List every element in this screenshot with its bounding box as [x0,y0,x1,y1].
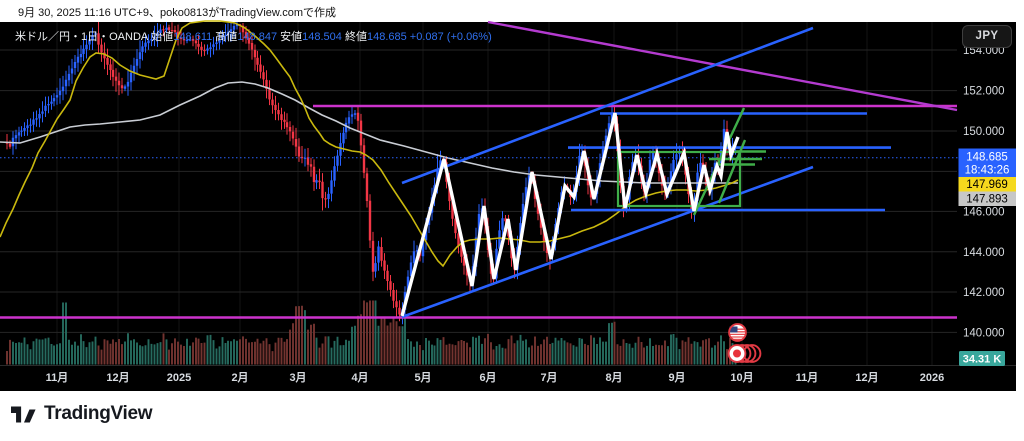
svg-text:7月: 7月 [540,371,557,384]
svg-text:2月: 2月 [231,371,248,384]
svg-text:34.31 K: 34.31 K [963,354,1002,366]
svg-text:11月: 11月 [796,371,819,384]
svg-text:2025: 2025 [167,372,191,384]
svg-text:147.893: 147.893 [966,194,1008,206]
svg-text:154.000: 154.000 [963,45,1005,57]
svg-text:8月: 8月 [605,371,622,384]
svg-text:148.685: 148.685 [966,152,1008,164]
svg-text:5月: 5月 [414,371,431,384]
svg-text:2026: 2026 [920,372,944,384]
svg-text:3月: 3月 [289,371,306,384]
svg-text:144.000: 144.000 [963,247,1005,259]
svg-text:10月: 10月 [730,371,753,384]
svg-text:140.000: 140.000 [963,327,1005,339]
svg-text:12月: 12月 [855,371,878,384]
svg-text:150.000: 150.000 [963,126,1005,138]
svg-text:11月: 11月 [46,371,69,384]
svg-text:6月: 6月 [479,371,496,384]
svg-text:142.000: 142.000 [963,287,1005,299]
svg-text:147.969: 147.969 [966,179,1008,191]
svg-text:146.000: 146.000 [963,206,1005,218]
svg-text:4月: 4月 [351,371,368,384]
svg-text:9月: 9月 [668,371,685,384]
svg-text:152.000: 152.000 [963,86,1005,98]
svg-text:12月: 12月 [106,371,129,384]
svg-text:18:43:26: 18:43:26 [965,165,1010,177]
